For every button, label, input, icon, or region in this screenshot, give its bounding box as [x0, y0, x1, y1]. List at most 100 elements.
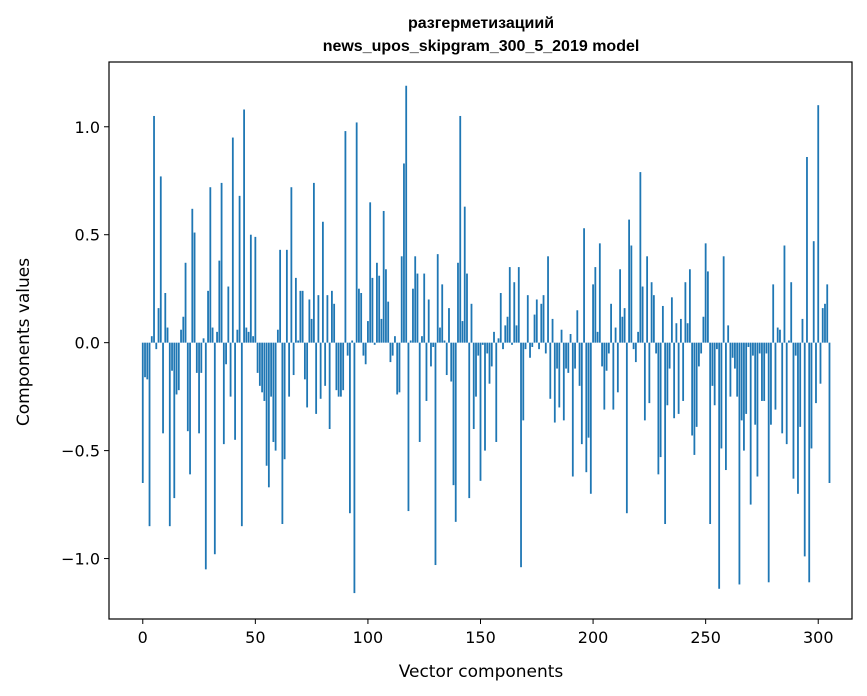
bar: [646, 256, 649, 343]
bar: [621, 316, 624, 343]
bar: [240, 342, 243, 527]
bar: [684, 282, 687, 343]
bar: [592, 284, 594, 343]
bar: [423, 273, 426, 343]
bar: [738, 342, 741, 585]
bar: [824, 303, 826, 343]
bar: [754, 342, 757, 425]
bar: [173, 342, 176, 499]
bar: [258, 342, 261, 386]
bar: [403, 163, 405, 343]
y-tick-label: 1.0: [75, 118, 100, 137]
bar: [587, 342, 590, 438]
bar: [261, 342, 263, 393]
bar: [222, 342, 225, 445]
bar: [303, 342, 306, 380]
bar: [607, 342, 610, 354]
bar: [639, 172, 642, 343]
bar: [342, 342, 345, 391]
bar: [675, 323, 678, 343]
bar: [425, 342, 428, 401]
x-tick-label: 250: [690, 628, 721, 647]
bar: [544, 342, 547, 354]
bar: [673, 342, 676, 419]
bar: [716, 342, 718, 350]
bar: [297, 340, 300, 343]
bar: [285, 249, 288, 343]
bar: [144, 342, 146, 378]
bar: [326, 295, 329, 343]
bar: [812, 241, 815, 343]
bar: [598, 243, 601, 343]
bar: [432, 342, 435, 347]
bar: [272, 342, 275, 442]
bar: [448, 308, 450, 343]
bar: [747, 342, 750, 347]
x-tick-label: 50: [245, 628, 265, 647]
bar: [790, 282, 793, 343]
bar: [655, 342, 658, 354]
bar: [150, 336, 153, 343]
bar: [200, 342, 203, 373]
y-tick-label: 0.0: [75, 334, 100, 353]
bar: [502, 342, 504, 350]
bar: [371, 277, 374, 343]
bar: [270, 342, 273, 397]
bar: [594, 267, 597, 343]
bar: [767, 342, 770, 583]
y-tick-label: 0.5: [75, 226, 100, 245]
bar: [513, 282, 516, 343]
bar: [346, 342, 349, 356]
bar: [171, 342, 173, 371]
bar: [175, 342, 178, 395]
bar: [153, 115, 155, 343]
bar: [531, 342, 534, 347]
bar: [267, 342, 270, 488]
bar: [249, 234, 252, 343]
bar: [477, 342, 480, 356]
bar: [551, 318, 554, 343]
bar: [565, 342, 567, 369]
bar: [333, 303, 336, 343]
bar: [781, 342, 784, 434]
bar: [481, 342, 484, 345]
bar: [547, 256, 549, 343]
bar: [522, 342, 525, 421]
bar: [461, 321, 464, 343]
bar: [625, 342, 628, 514]
bar: [533, 314, 536, 343]
bar: [182, 316, 185, 343]
bar: [630, 245, 633, 343]
bar: [360, 293, 363, 343]
x-tick-label: 200: [578, 628, 609, 647]
bar: [220, 182, 223, 343]
bar: [445, 342, 448, 376]
bar: [610, 303, 612, 343]
bar: [274, 342, 277, 451]
bar: [616, 342, 619, 393]
bar: [398, 342, 401, 393]
bar: [236, 329, 239, 343]
bar: [668, 342, 671, 369]
bar: [779, 329, 781, 343]
bar: [801, 318, 804, 343]
bar: [166, 327, 169, 343]
bar: [731, 342, 734, 358]
bar: [301, 290, 304, 343]
bar: [376, 262, 378, 343]
bar: [355, 122, 358, 343]
x-axis-label: Vector components: [399, 662, 564, 682]
bar: [749, 342, 752, 505]
bars-group: [141, 85, 831, 594]
bar: [209, 187, 212, 343]
bar: [704, 243, 707, 343]
bar: [637, 331, 640, 343]
x-tick-label: 150: [465, 628, 496, 647]
bar: [486, 342, 489, 354]
bar: [430, 342, 432, 367]
bar: [218, 260, 221, 343]
bar: [418, 342, 421, 442]
bar: [252, 336, 254, 343]
y-axis-label: Components values: [14, 258, 34, 426]
